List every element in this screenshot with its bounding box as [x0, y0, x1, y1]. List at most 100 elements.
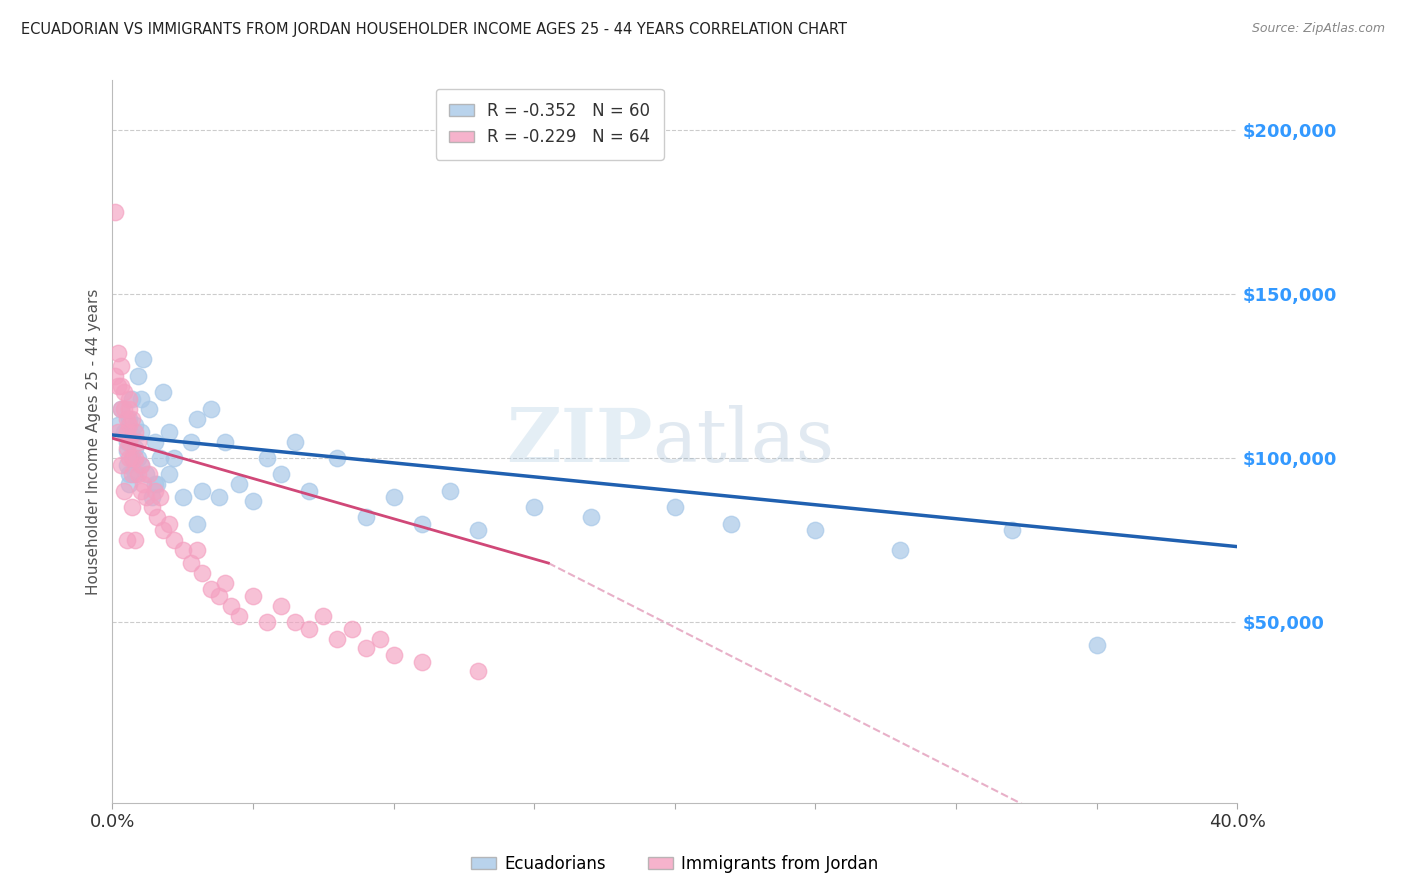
Point: [104, 204, 127, 219]
Point: [118, 477, 141, 491]
Point: [149, 450, 172, 465]
Point: [143, 477, 166, 491]
Point: [312, 608, 335, 623]
Point: [115, 444, 138, 458]
Point: [191, 483, 214, 498]
Point: [124, 441, 146, 455]
Point: [129, 425, 152, 439]
Point: [118, 434, 141, 449]
Point: [152, 523, 174, 537]
Point: [112, 425, 135, 439]
Point: [118, 392, 141, 406]
Point: [141, 500, 163, 515]
Point: [889, 542, 911, 557]
Point: [163, 533, 186, 547]
Point: [118, 418, 141, 433]
Point: [146, 477, 169, 491]
Point: [110, 359, 132, 373]
Point: [354, 510, 377, 524]
Point: [186, 411, 208, 425]
Point: [368, 632, 391, 646]
Point: [110, 401, 132, 416]
Y-axis label: Householder Income Ages 25 - 44 years: Householder Income Ages 25 - 44 years: [86, 288, 101, 595]
Point: [208, 589, 231, 603]
Point: [121, 411, 143, 425]
Point: [124, 450, 146, 465]
Point: [104, 368, 127, 383]
Point: [326, 450, 349, 465]
Point: [340, 622, 363, 636]
Text: Source: ZipAtlas.com: Source: ZipAtlas.com: [1251, 22, 1385, 36]
Legend: Ecuadorians, Immigrants from Jordan: Ecuadorians, Immigrants from Jordan: [464, 848, 886, 880]
Point: [121, 450, 143, 465]
Point: [118, 467, 141, 482]
Point: [326, 632, 349, 646]
Point: [118, 450, 141, 465]
Point: [115, 425, 138, 439]
Point: [157, 467, 180, 482]
Point: [129, 483, 152, 498]
Point: [180, 556, 202, 570]
Point: [146, 510, 169, 524]
Point: [124, 533, 146, 547]
Text: atlas: atlas: [652, 405, 835, 478]
Point: [127, 434, 149, 449]
Point: [214, 575, 236, 590]
Point: [172, 491, 194, 505]
Point: [219, 599, 242, 613]
Point: [127, 450, 149, 465]
Point: [107, 418, 129, 433]
Point: [1085, 638, 1108, 652]
Point: [149, 491, 172, 505]
Point: [256, 615, 278, 630]
Point: [163, 450, 186, 465]
Point: [354, 641, 377, 656]
Point: [228, 477, 250, 491]
Point: [298, 483, 321, 498]
Point: [127, 368, 149, 383]
Point: [135, 467, 157, 482]
Point: [208, 491, 231, 505]
Point: [411, 655, 433, 669]
Point: [107, 346, 129, 360]
Point: [112, 483, 135, 498]
Point: [200, 401, 222, 416]
Point: [118, 401, 141, 416]
Point: [141, 491, 163, 505]
Point: [439, 483, 461, 498]
Point: [1001, 523, 1024, 537]
Point: [284, 615, 307, 630]
Point: [579, 510, 602, 524]
Point: [135, 491, 157, 505]
Point: [152, 385, 174, 400]
Point: [284, 434, 307, 449]
Point: [132, 352, 155, 367]
Point: [121, 428, 143, 442]
Point: [157, 516, 180, 531]
Point: [382, 491, 405, 505]
Point: [157, 425, 180, 439]
Text: ECUADORIAN VS IMMIGRANTS FROM JORDAN HOUSEHOLDER INCOME AGES 25 - 44 YEARS CORRE: ECUADORIAN VS IMMIGRANTS FROM JORDAN HOU…: [21, 22, 846, 37]
Point: [129, 458, 152, 472]
Point: [200, 582, 222, 597]
Point: [411, 516, 433, 531]
Point: [467, 523, 489, 537]
Point: [121, 500, 143, 515]
Point: [664, 500, 686, 515]
Point: [110, 401, 132, 416]
Point: [115, 441, 138, 455]
Point: [186, 542, 208, 557]
Point: [132, 477, 155, 491]
Point: [143, 434, 166, 449]
Point: [107, 425, 129, 439]
Point: [124, 425, 146, 439]
Point: [129, 392, 152, 406]
Point: [127, 467, 149, 482]
Point: [228, 608, 250, 623]
Point: [112, 401, 135, 416]
Point: [124, 418, 146, 433]
Point: [112, 385, 135, 400]
Point: [129, 458, 152, 472]
Point: [115, 411, 138, 425]
Point: [138, 401, 160, 416]
